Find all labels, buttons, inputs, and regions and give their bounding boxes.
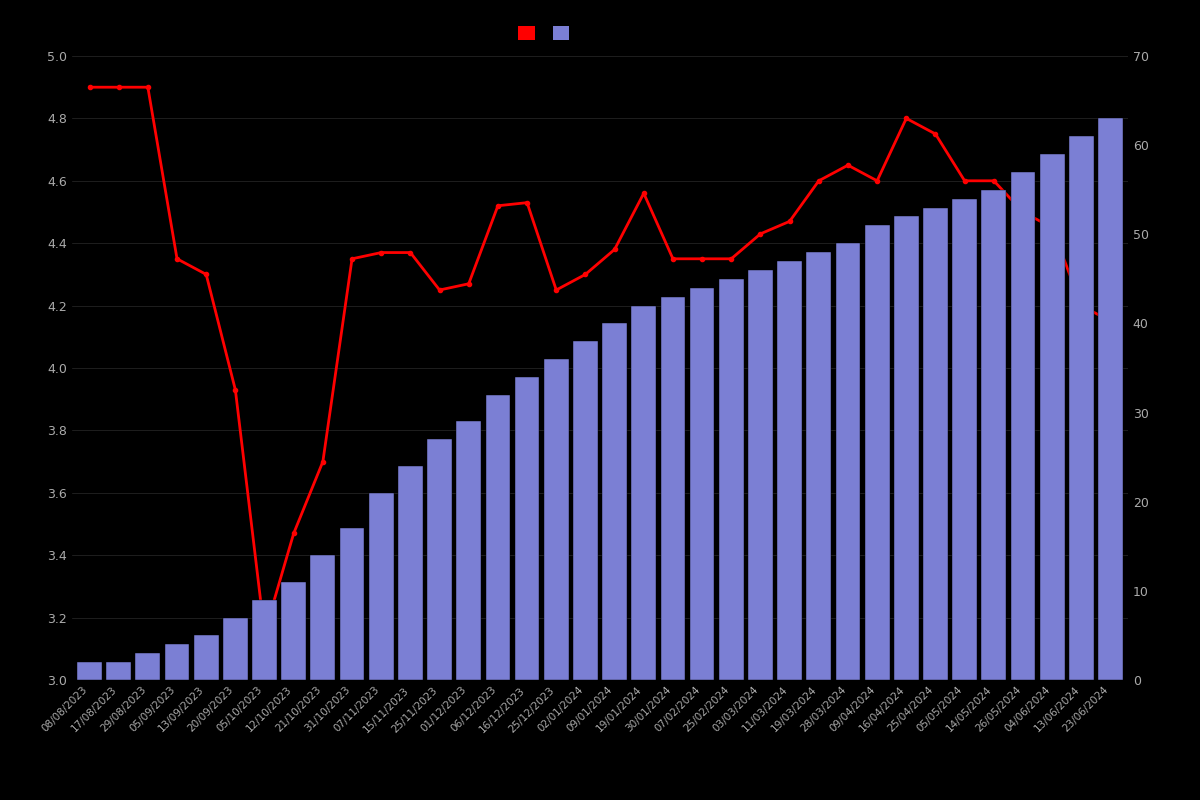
- Legend: , : ,: [518, 26, 576, 40]
- Bar: [748, 270, 773, 680]
- Bar: [398, 466, 422, 680]
- Bar: [311, 555, 335, 680]
- Bar: [602, 323, 626, 680]
- Bar: [953, 198, 977, 680]
- Bar: [544, 359, 569, 680]
- Bar: [368, 493, 394, 680]
- Bar: [164, 644, 190, 680]
- Bar: [107, 662, 131, 680]
- Bar: [982, 190, 1007, 680]
- Bar: [865, 226, 889, 680]
- Bar: [1039, 154, 1064, 680]
- Bar: [1010, 172, 1036, 680]
- Bar: [515, 377, 540, 680]
- Bar: [778, 261, 802, 680]
- Bar: [77, 662, 102, 680]
- Bar: [340, 529, 365, 680]
- Bar: [923, 207, 948, 680]
- Bar: [806, 252, 832, 680]
- Bar: [631, 306, 656, 680]
- Bar: [252, 600, 277, 680]
- Bar: [660, 297, 685, 680]
- Bar: [281, 582, 306, 680]
- Bar: [456, 422, 481, 680]
- Bar: [486, 394, 510, 680]
- Bar: [835, 243, 860, 680]
- Bar: [1098, 118, 1123, 680]
- Bar: [193, 635, 218, 680]
- Bar: [690, 288, 714, 680]
- Bar: [719, 279, 744, 680]
- Bar: [223, 618, 247, 680]
- Bar: [894, 217, 919, 680]
- Bar: [427, 439, 452, 680]
- Bar: [1069, 136, 1093, 680]
- Bar: [574, 342, 598, 680]
- Bar: [136, 654, 161, 680]
